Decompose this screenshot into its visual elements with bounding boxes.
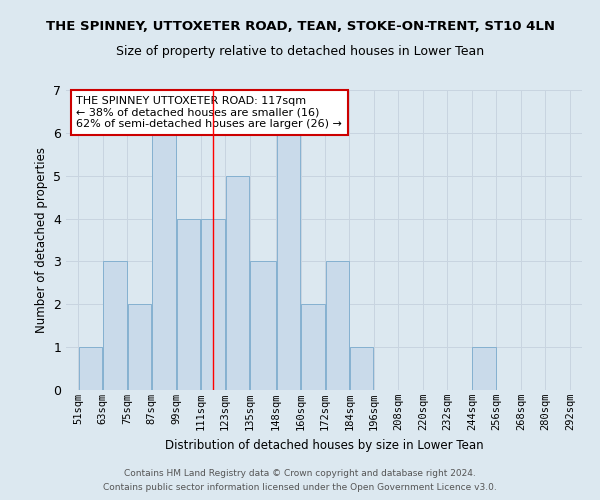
Bar xyxy=(128,304,151,390)
Bar xyxy=(350,347,373,390)
Bar xyxy=(326,262,349,390)
Text: Contains HM Land Registry data © Crown copyright and database right 2024.: Contains HM Land Registry data © Crown c… xyxy=(124,468,476,477)
Text: Size of property relative to detached houses in Lower Tean: Size of property relative to detached ho… xyxy=(116,45,484,58)
X-axis label: Distribution of detached houses by size in Lower Tean: Distribution of detached houses by size … xyxy=(164,438,484,452)
Bar xyxy=(301,304,325,390)
Bar xyxy=(176,218,200,390)
Bar xyxy=(226,176,249,390)
Bar xyxy=(79,347,102,390)
Y-axis label: Number of detached properties: Number of detached properties xyxy=(35,147,47,333)
Bar xyxy=(201,218,224,390)
Bar xyxy=(152,133,176,390)
Bar xyxy=(250,262,275,390)
Bar xyxy=(103,262,127,390)
Bar xyxy=(277,133,300,390)
Text: THE SPINNEY UTTOXETER ROAD: 117sqm
← 38% of detached houses are smaller (16)
62%: THE SPINNEY UTTOXETER ROAD: 117sqm ← 38%… xyxy=(76,96,342,129)
Bar xyxy=(472,347,496,390)
Text: THE SPINNEY, UTTOXETER ROAD, TEAN, STOKE-ON-TRENT, ST10 4LN: THE SPINNEY, UTTOXETER ROAD, TEAN, STOKE… xyxy=(46,20,554,33)
Text: Contains public sector information licensed under the Open Government Licence v3: Contains public sector information licen… xyxy=(103,484,497,492)
